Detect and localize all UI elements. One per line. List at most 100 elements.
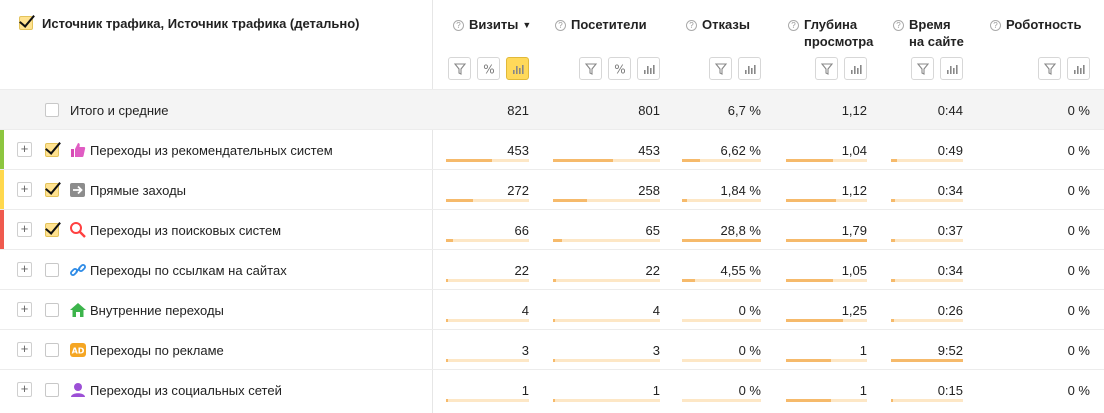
help-icon[interactable]: ? [555, 20, 566, 31]
cell-visitors: 1 [652, 383, 660, 398]
help-icon[interactable]: ? [990, 20, 1001, 31]
home-icon [69, 301, 87, 319]
cell-visits: 272 [507, 183, 529, 198]
cell-bounce: 0 % [738, 383, 761, 398]
value-bar-fill [682, 199, 687, 202]
search-icon [69, 221, 87, 239]
filter-icon [1043, 63, 1057, 75]
robot-chart-button[interactable] [1067, 57, 1090, 80]
filter-icon [714, 63, 728, 75]
column-header-robot[interactable]: ? Роботность [990, 16, 1082, 33]
row-label[interactable]: Переходы из рекомендательных систем [90, 143, 333, 158]
row-checkbox[interactable] [45, 303, 59, 317]
value-bar-visits [446, 399, 529, 402]
row-checkbox[interactable] [45, 143, 59, 157]
cell-time: 0:49 [937, 143, 963, 158]
cell-visits: 4 [521, 303, 529, 318]
row-label[interactable]: Переходы из социальных сетей [90, 383, 282, 398]
bounce-chart-button[interactable] [738, 57, 761, 80]
expand-icon[interactable]: + [17, 182, 32, 197]
expand-icon[interactable]: + [17, 382, 32, 397]
row-label[interactable]: Переходы по рекламе [90, 343, 224, 358]
value-bar-visitors [553, 319, 660, 322]
column-title: Посетители [571, 17, 647, 32]
column-header-bounce[interactable]: ? Отказы [686, 16, 750, 33]
expand-icon[interactable]: + [17, 302, 32, 317]
visits-percent-button[interactable]: % [477, 57, 500, 80]
expand-icon[interactable]: + [17, 222, 32, 237]
chart-icon [513, 65, 524, 74]
cell-depth: 1,04 [841, 143, 867, 158]
help-icon[interactable]: ? [686, 20, 697, 31]
bounce-filter-button[interactable] [709, 57, 732, 80]
visits-chart-button[interactable] [506, 57, 529, 80]
value-bar-fill [446, 279, 448, 282]
time-filter-button[interactable] [911, 57, 934, 80]
total-robot: 0 % [1067, 103, 1090, 118]
cell-robot: 0 % [1067, 383, 1090, 398]
visits-filter-button[interactable] [448, 57, 471, 80]
time-chart-button[interactable] [940, 57, 963, 80]
cell-depth: 1 [859, 383, 867, 398]
visitors-filter-button[interactable] [579, 57, 602, 80]
value-bar-bounce [682, 319, 761, 322]
table-row[interactable]: + Переходы по ссылкам на сайтах 22 22 4,55 %… [0, 249, 1104, 289]
table-row[interactable]: + Прямые заходы 272 258 1,84 % 1,12 0:34 0 % [0, 169, 1104, 209]
row-checkbox[interactable] [45, 223, 59, 237]
total-row-checkbox[interactable] [45, 103, 59, 117]
percent-icon: % [614, 63, 625, 77]
depth-filter-button[interactable] [815, 57, 838, 80]
expand-icon[interactable]: + [17, 342, 32, 357]
expand-icon[interactable]: + [17, 142, 32, 157]
column-header-time[interactable]: ? Время на сайте [893, 16, 964, 50]
value-bar-fill [786, 359, 831, 362]
help-icon[interactable]: ? [453, 20, 464, 31]
percent-icon: % [483, 63, 494, 77]
column-header-depth[interactable]: ? Глубина просмотра [788, 16, 873, 50]
table-row[interactable]: + Внутренние переходы 4 4 0 % 1,25 0:26 0 % [0, 289, 1104, 329]
cell-bounce: 4,55 % [720, 263, 761, 278]
cell-bounce: 6,62 % [720, 143, 761, 158]
filter-icon [916, 63, 930, 75]
value-bar-bounce [682, 199, 761, 202]
column-header-visits[interactable]: ? Визиты ▼ [453, 16, 531, 34]
row-label[interactable]: Внутренние переходы [90, 303, 224, 318]
row-checkbox[interactable] [45, 183, 59, 197]
cell-robot: 0 % [1067, 303, 1090, 318]
column-header-visitors[interactable]: ? Посетители [555, 16, 647, 33]
depth-chart-button[interactable] [844, 57, 867, 80]
table-row[interactable]: + Переходы из социальных сетей 1 1 0 % 1 0:15 0… [0, 369, 1104, 409]
value-bar-fill [446, 399, 448, 402]
row-checkbox[interactable] [45, 383, 59, 397]
cell-visits: 1 [521, 383, 529, 398]
cell-bounce: 28,8 % [720, 223, 761, 238]
row-label[interactable]: Прямые заходы [90, 183, 187, 198]
expand-icon[interactable]: + [17, 262, 32, 277]
row-label[interactable]: Переходы из поисковых систем [90, 223, 282, 238]
value-bar-visitors [553, 159, 660, 162]
cell-visitors: 258 [638, 183, 660, 198]
visitors-percent-button[interactable]: % [608, 57, 631, 80]
chart-icon [745, 65, 756, 74]
sort-desc-icon[interactable]: ▼ [522, 20, 532, 30]
row-label[interactable]: Переходы по ссылкам на сайтах [90, 263, 287, 278]
table-row[interactable]: + AD Переходы по рекламе 3 3 0 % 1 9:52 0 % [0, 329, 1104, 369]
value-bar-fill [553, 399, 555, 402]
value-bar-fill [891, 199, 895, 202]
row-checkbox[interactable] [45, 263, 59, 277]
value-bar-fill [786, 319, 843, 322]
help-icon[interactable]: ? [893, 20, 904, 31]
value-bar-depth [786, 319, 867, 322]
table-row[interactable]: + Переходы из поисковых систем 66 65 28,8 % 1… [0, 209, 1104, 249]
value-bar-depth [786, 279, 867, 282]
help-icon[interactable]: ? [788, 20, 799, 31]
arrow-right-icon [69, 181, 87, 199]
table-row[interactable]: + Переходы из рекомендательных систем 453 4… [0, 129, 1104, 169]
select-all-checkbox[interactable] [19, 16, 33, 30]
cell-visitors: 65 [645, 223, 660, 238]
robot-filter-button[interactable] [1038, 57, 1061, 80]
value-bar-visitors [553, 359, 660, 362]
visitors-chart-button[interactable] [637, 57, 660, 80]
row-checkbox[interactable] [45, 343, 59, 357]
